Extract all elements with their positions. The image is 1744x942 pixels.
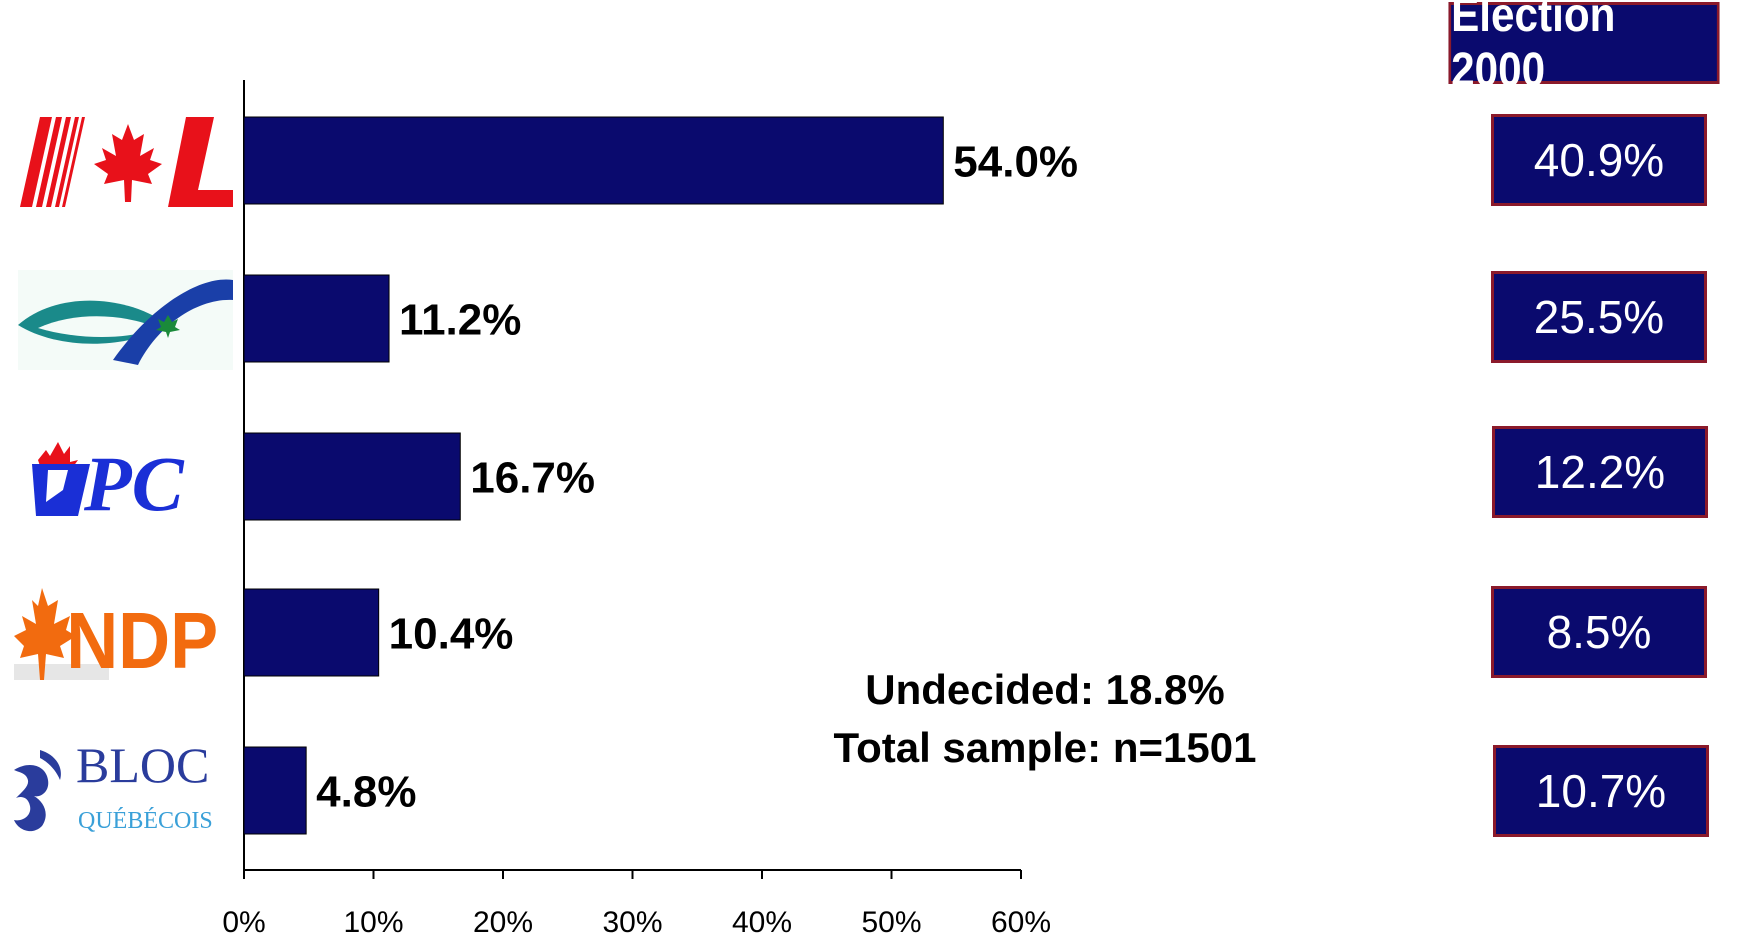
x-tick-label: 20%: [473, 906, 533, 939]
bar-ndp: [243, 588, 380, 677]
bar-label-liberal: 54.0%: [953, 138, 1078, 187]
pc-logo: PC: [18, 420, 233, 527]
bar-liberal: [243, 116, 944, 205]
election-header: Election 2000: [1448, 0, 1720, 97]
x-tick-label: 50%: [861, 906, 921, 939]
election-value-ndp: 8.5%: [1491, 586, 1707, 678]
bloc-logo-title: BLOC: [76, 740, 209, 793]
bloc-logo: BLOC QUÉBÉCOIS: [10, 737, 230, 840]
bar-label-pc: 16.7%: [470, 454, 595, 503]
bar-label-canadian-alliance: 11.2%: [399, 296, 521, 345]
election-value-liberal: 40.9%: [1491, 114, 1707, 206]
x-tick-label: 0%: [222, 906, 265, 939]
x-tick-label: 60%: [991, 906, 1051, 939]
x-tick-label: 30%: [602, 906, 662, 939]
bar-label-ndp: 10.4%: [389, 610, 514, 659]
ndp-logo: NDP: [14, 584, 229, 686]
pc-logo-graphic: PC: [32, 440, 185, 527]
undecided-note: Undecided: 18.8%: [865, 666, 1225, 713]
liberal-logo: L: [18, 112, 248, 212]
sample-note: Total sample: n=1501: [833, 724, 1257, 771]
ndp-logo-text: NDP: [66, 597, 218, 684]
bar-label-bloc-qu-b-cois: 4.8%: [316, 768, 416, 817]
liberal-logo-graphic: L: [20, 117, 248, 207]
alliance-logo-graphic: [18, 270, 233, 370]
bar-bloc-qu-b-cois: [243, 746, 307, 835]
ndp-logo-graphic: NDP: [14, 588, 218, 686]
bar-canadian-alliance: [243, 274, 390, 363]
bars: 54.0% 11.2% 16.7% 10.4% 4.8%: [243, 116, 1078, 835]
x-tick-label: 10%: [343, 906, 403, 939]
bloc-logo-graphic: BLOC QUÉBÉCOIS: [14, 737, 213, 834]
pc-logo-text: PC: [83, 440, 185, 520]
election-value-pc: 12.2%: [1492, 426, 1708, 518]
bar-pc: [243, 432, 461, 521]
alliance-logo: [18, 270, 233, 370]
bloc-logo-subtitle: QUÉBÉCOIS: [78, 808, 213, 834]
x-axis-ticks: 0% 10% 20% 30% 40% 50% 60%: [222, 870, 1051, 939]
election-value-alliance: 25.5%: [1491, 271, 1707, 363]
x-tick-label: 40%: [732, 906, 792, 939]
election-value-bloc: 10.7%: [1493, 745, 1709, 837]
